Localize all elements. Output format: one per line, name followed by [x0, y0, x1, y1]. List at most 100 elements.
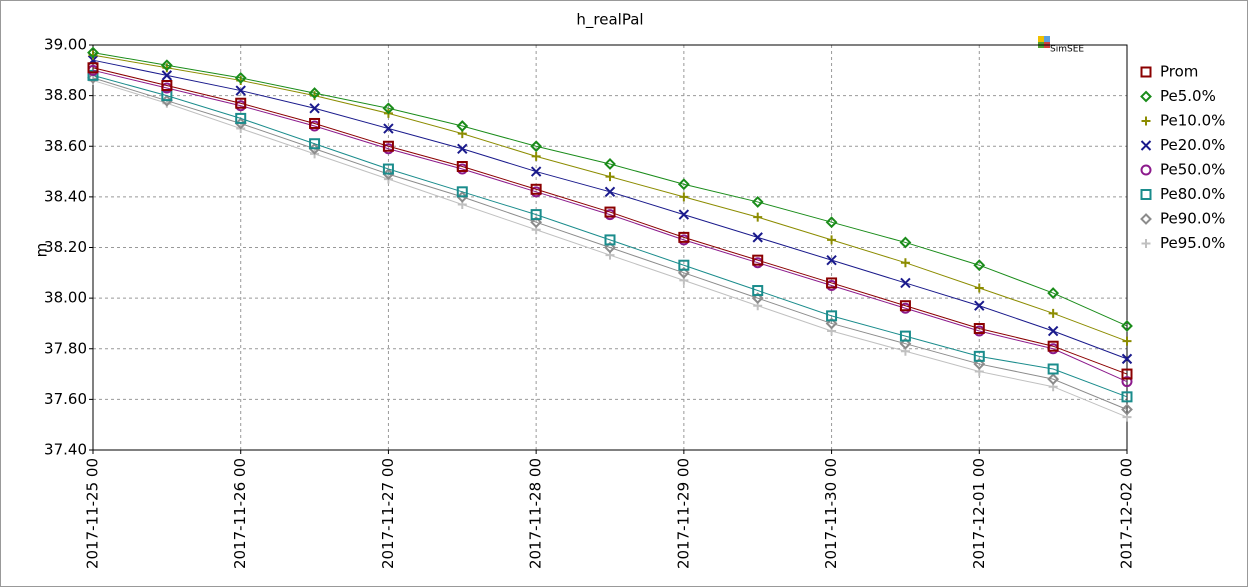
point — [530, 216, 543, 229]
point — [234, 71, 247, 84]
point — [899, 330, 911, 342]
legend-marker — [1141, 116, 1151, 126]
point — [604, 206, 616, 218]
x-tick-label: 2017-11-30 00 — [822, 458, 840, 569]
x-tick-label: 2017-12-02 00 — [1118, 458, 1136, 569]
point — [530, 166, 542, 177]
point — [1047, 325, 1059, 337]
point — [900, 277, 911, 289]
point — [899, 337, 912, 350]
x-tick-label: 2017-11-25 00 — [84, 458, 102, 569]
series — [87, 62, 1133, 380]
point — [161, 90, 173, 102]
point — [161, 70, 173, 81]
legend-label: Pe80.0% — [1160, 185, 1225, 203]
point — [751, 196, 764, 208]
legend-label: Pe20.0% — [1160, 136, 1225, 154]
point — [826, 254, 837, 266]
point — [382, 140, 394, 152]
point — [605, 172, 615, 182]
legend-label: Pe95.0% — [1160, 234, 1225, 252]
point — [604, 241, 616, 254]
point — [825, 317, 838, 330]
point — [826, 277, 838, 289]
point — [235, 112, 247, 124]
point — [87, 46, 99, 59]
x-tick-label: 2017-11-26 00 — [231, 458, 249, 569]
series-line — [92, 74, 1128, 398]
point — [678, 231, 690, 243]
legend-label: Pe50.0% — [1160, 161, 1225, 179]
chart-title: h_realPal — [576, 11, 643, 30]
point — [1047, 373, 1060, 386]
point — [1122, 336, 1132, 346]
point — [678, 209, 690, 220]
legend-marker — [1140, 189, 1152, 200]
point — [604, 234, 616, 246]
point — [900, 258, 910, 268]
point — [309, 117, 321, 129]
point — [899, 236, 912, 249]
point — [456, 120, 469, 132]
legend-marker — [1141, 239, 1151, 248]
point — [752, 232, 763, 243]
legend-marker — [1140, 164, 1152, 176]
point — [973, 259, 986, 272]
series — [87, 69, 1133, 403]
point — [751, 292, 764, 305]
point — [308, 87, 321, 100]
point — [752, 285, 764, 297]
point — [1121, 391, 1133, 403]
y-tick-label: 38.40 — [44, 187, 87, 205]
x-tick-label: 2017-12-01 00 — [970, 458, 988, 569]
point — [456, 161, 468, 172]
point — [826, 310, 838, 322]
series-line — [92, 69, 1128, 383]
y-tick-label: 37.60 — [44, 390, 87, 408]
point — [1121, 368, 1133, 380]
point — [1047, 287, 1060, 299]
series — [88, 50, 1132, 346]
point — [1121, 403, 1133, 416]
y-tick-label: 38.80 — [44, 86, 87, 104]
point — [604, 186, 616, 198]
point — [160, 59, 173, 72]
series-line — [92, 77, 1128, 410]
y-tick-label: 39.00 — [44, 36, 87, 54]
series-line — [92, 52, 1128, 327]
legend-marker — [1140, 90, 1152, 103]
point — [309, 138, 321, 150]
point — [382, 102, 395, 115]
point — [530, 183, 542, 195]
point — [678, 259, 690, 271]
y-tick-label: 38.60 — [44, 137, 87, 155]
point — [456, 186, 468, 198]
watermark: SimSEE — [1050, 45, 1084, 55]
y-tick-label: 38.00 — [44, 289, 87, 307]
x-tick-label: 2017-11-29 00 — [674, 458, 692, 569]
point — [753, 212, 763, 222]
legend-label: Pe5.0% — [1160, 87, 1216, 105]
legend-label: Prom — [1160, 63, 1198, 81]
point — [752, 254, 764, 266]
legend-marker — [1140, 140, 1152, 151]
point — [679, 192, 689, 202]
point — [161, 80, 173, 91]
point — [973, 358, 986, 370]
point — [235, 85, 246, 96]
point — [383, 123, 394, 134]
y-tick-label: 37.80 — [44, 339, 87, 357]
x-tick-label: 2017-11-28 00 — [527, 458, 545, 569]
point — [1121, 353, 1133, 365]
point — [457, 143, 468, 154]
point — [1047, 340, 1059, 352]
point — [309, 103, 320, 114]
point — [235, 97, 247, 109]
point — [973, 350, 985, 362]
point — [382, 163, 394, 175]
legend-label: Pe90.0% — [1160, 210, 1225, 228]
point — [677, 266, 690, 279]
point — [899, 300, 911, 312]
